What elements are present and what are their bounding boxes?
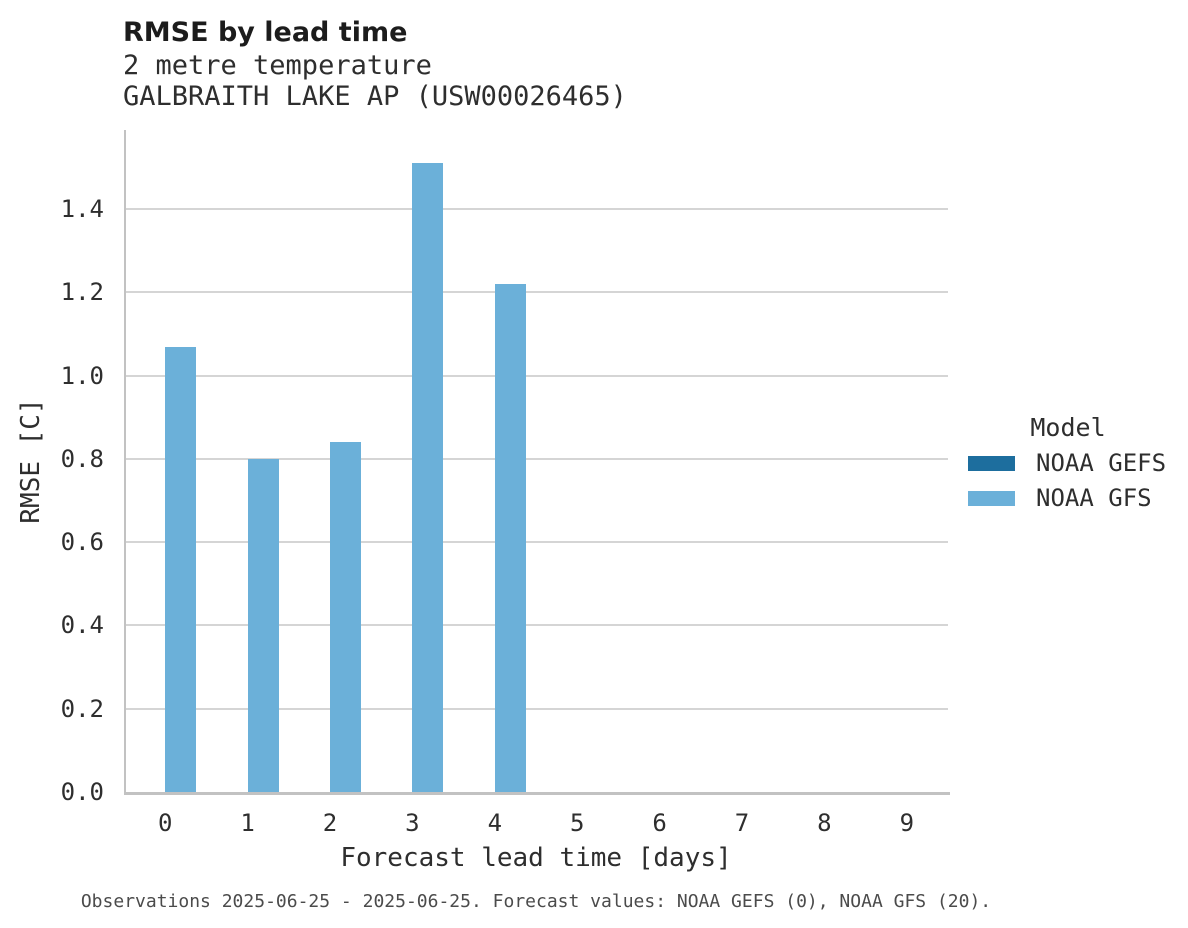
gridline [126, 208, 948, 211]
bar-noaa-gfs-lead-1 [247, 458, 279, 792]
y-tick-label: 0.6 [60, 528, 104, 557]
gridline [126, 707, 948, 710]
y-tick-label: 1.4 [60, 195, 104, 224]
chart-title: RMSE by lead time [123, 17, 408, 48]
bar-noaa-gfs-lead-0 [165, 346, 197, 792]
legend-title: Model [1030, 413, 1106, 442]
chart-subtitle-station: GALBRAITH LAKE AP (USW00026465) [123, 81, 627, 112]
plot-area [124, 130, 950, 795]
y-tick-label: 1.0 [60, 361, 104, 390]
x-tick-label: 4 [487, 809, 503, 837]
x-axis-label: Forecast lead time [days] [340, 843, 732, 873]
legend-entry-noaa-gfs: NOAA GFS [968, 483, 1166, 513]
x-tick-label: 9 [899, 809, 915, 837]
gridline [126, 457, 948, 460]
y-tick-label: 1.2 [60, 278, 104, 307]
y-tick-label: 0.8 [60, 444, 104, 473]
legend-label: NOAA GFS [1036, 484, 1152, 512]
gridline [126, 624, 948, 627]
x-tick-label: 0 [157, 809, 173, 837]
legend-swatch-icon [968, 455, 1015, 471]
x-tick-label: 1 [240, 809, 255, 837]
x-tick-label: 3 [405, 809, 420, 837]
gridline [126, 541, 948, 544]
chart-subtitle-variable: 2 metre temperature [123, 50, 432, 81]
legend-entry-noaa-gefs: NOAA GEFS [968, 448, 1166, 478]
bar-noaa-gfs-lead-2 [330, 442, 361, 792]
x-tick-label: 5 [569, 809, 585, 837]
bar-noaa-gfs-lead-4 [494, 284, 526, 792]
legend-swatch-icon [968, 490, 1015, 506]
chart-caption: Observations 2025-06-25 - 2025-06-25. Fo… [80, 891, 992, 912]
legend-label: NOAA GEFS [1036, 449, 1167, 477]
x-tick-label: 2 [322, 809, 338, 837]
legend: NOAA GEFS NOAA GFS [968, 448, 1166, 518]
x-tick-label: 8 [817, 809, 832, 837]
y-tick-label: 0.4 [60, 611, 104, 640]
x-tick-label: 6 [652, 809, 667, 837]
bar-noaa-gfs-lead-3 [412, 163, 444, 792]
gridline [126, 374, 948, 377]
y-tick-label: 0.2 [60, 694, 104, 723]
y-tick-label: 0.0 [60, 778, 104, 806]
gridline [126, 291, 948, 294]
x-tick-label: 7 [734, 809, 750, 837]
